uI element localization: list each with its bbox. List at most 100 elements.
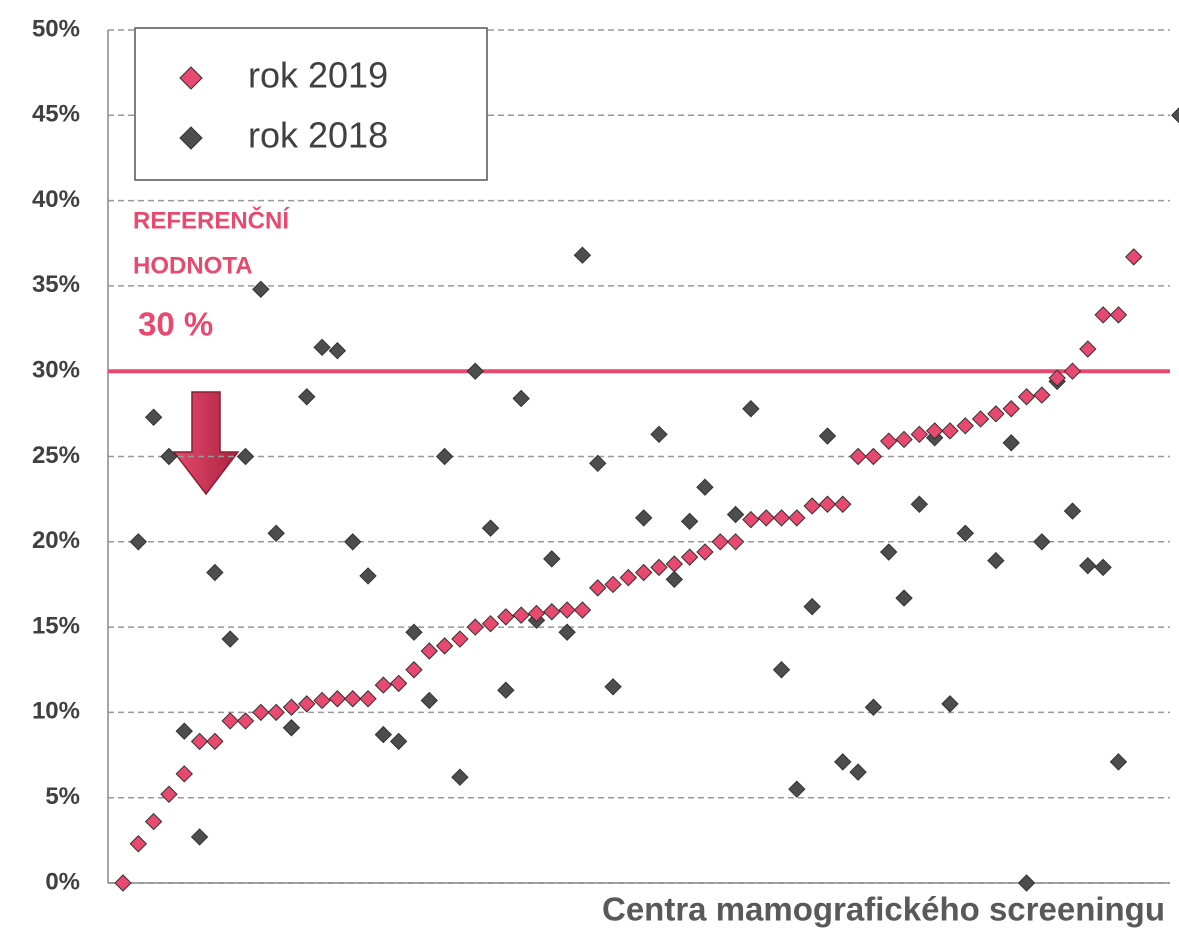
y-tick-label: 25%	[32, 442, 80, 469]
point	[512, 606, 530, 624]
point	[1170, 107, 1179, 124]
point	[114, 874, 132, 892]
point	[1063, 502, 1082, 520]
point	[298, 695, 316, 713]
point	[282, 698, 301, 716]
point	[941, 422, 959, 440]
point	[604, 678, 622, 696]
point	[619, 568, 638, 587]
point	[267, 703, 285, 722]
point	[910, 495, 929, 513]
point	[803, 597, 821, 616]
point	[589, 579, 607, 597]
point	[298, 388, 316, 406]
point	[650, 558, 668, 577]
point	[435, 637, 454, 655]
point	[834, 495, 852, 513]
point	[818, 427, 837, 445]
point	[1048, 369, 1066, 387]
point	[1109, 306, 1128, 324]
point	[772, 509, 791, 527]
point	[236, 447, 255, 466]
annotation: REFERENČNÍ	[133, 206, 290, 234]
y-tick-label: 40%	[32, 186, 80, 213]
arrow	[172, 391, 240, 496]
point	[849, 447, 867, 466]
point	[1002, 400, 1020, 418]
legend-label: rok 2019	[248, 55, 388, 96]
point	[1002, 434, 1020, 452]
point	[405, 623, 423, 641]
y-tick-label: 10%	[32, 698, 80, 725]
point	[344, 690, 362, 708]
point	[788, 509, 806, 527]
point	[1094, 306, 1112, 324]
point	[1017, 388, 1036, 406]
point	[221, 712, 239, 730]
legend-marker	[179, 126, 203, 150]
point	[267, 524, 285, 542]
point	[573, 601, 592, 619]
point	[558, 623, 576, 641]
y-tick-label: 50%	[32, 15, 80, 42]
point	[880, 432, 898, 450]
point	[696, 478, 714, 496]
y-tick-label: 5%	[45, 783, 80, 810]
point	[971, 410, 990, 428]
point	[451, 768, 469, 786]
point	[497, 681, 515, 699]
point	[1063, 362, 1082, 380]
point	[512, 389, 530, 408]
point	[221, 630, 239, 648]
y-tick-label: 35%	[32, 271, 80, 298]
annotation: HODNOTA	[133, 252, 253, 279]
point	[757, 509, 775, 527]
point	[573, 246, 592, 264]
point	[726, 533, 745, 551]
point	[129, 533, 148, 551]
point	[129, 835, 148, 853]
point	[252, 280, 270, 299]
point	[206, 732, 224, 751]
point	[160, 447, 178, 466]
point	[1125, 248, 1143, 266]
point	[910, 425, 929, 444]
point	[451, 630, 469, 648]
point	[726, 505, 745, 524]
point	[558, 601, 576, 619]
point	[328, 342, 347, 360]
point	[803, 497, 821, 515]
point	[987, 551, 1005, 570]
point	[788, 780, 806, 798]
point	[1079, 556, 1097, 575]
point	[252, 703, 270, 722]
point	[344, 533, 362, 551]
x-axis-label: Centra mamografického screeningu	[602, 891, 1165, 928]
point	[818, 495, 837, 513]
point	[772, 661, 791, 679]
point	[374, 676, 393, 694]
point	[497, 608, 515, 626]
point	[1033, 386, 1051, 404]
point	[650, 425, 668, 444]
point	[956, 524, 974, 542]
point	[589, 454, 607, 473]
point	[941, 695, 959, 713]
point	[175, 765, 193, 783]
point	[864, 447, 883, 466]
point	[175, 722, 193, 740]
point	[834, 753, 852, 771]
point	[1079, 340, 1097, 358]
point	[420, 642, 438, 660]
point	[742, 510, 760, 529]
point	[1033, 533, 1051, 551]
legend-box	[134, 27, 488, 181]
point	[374, 725, 393, 744]
legend-marker	[179, 66, 203, 90]
point	[359, 690, 377, 708]
point	[680, 512, 699, 531]
point	[987, 405, 1005, 423]
y-tick-label: 20%	[32, 527, 80, 554]
point	[160, 785, 178, 803]
